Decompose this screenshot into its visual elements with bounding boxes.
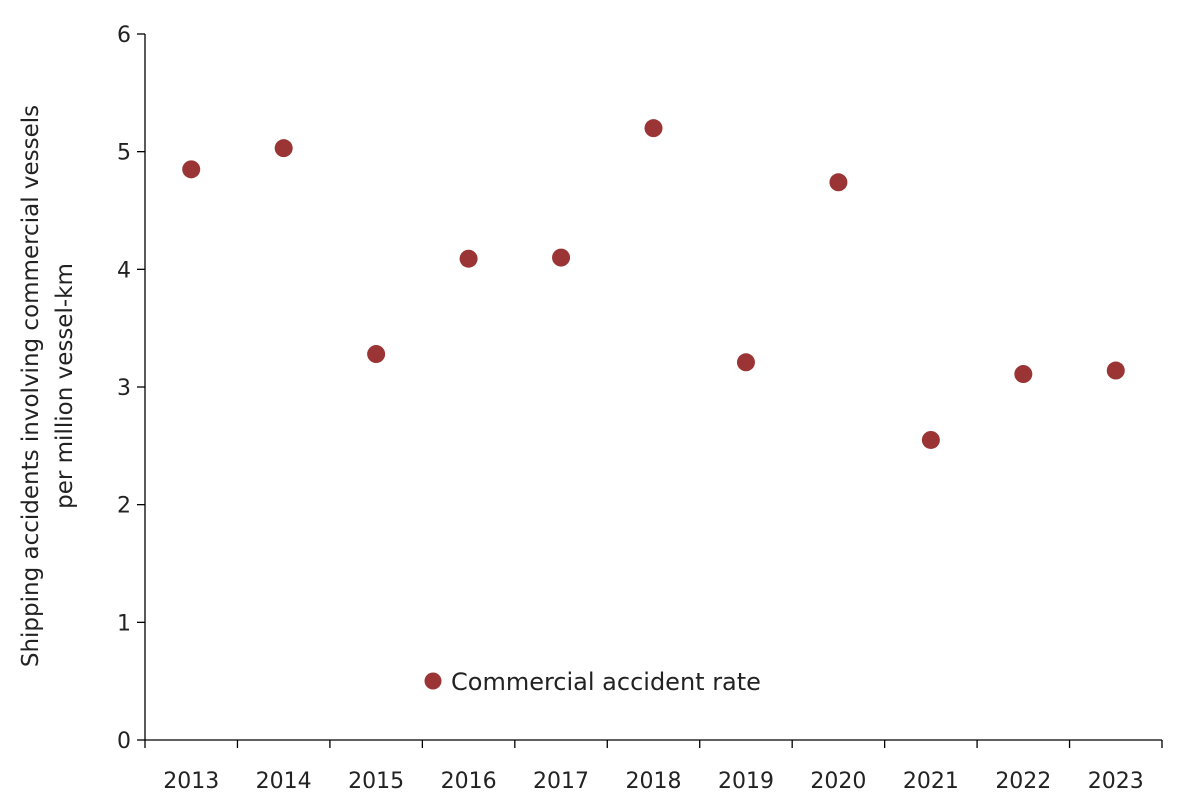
data-point — [829, 173, 848, 192]
x-ticks: 2013 2014 2015 2016 2017 2018 2019 2020 2021 2022… — [144, 740, 1163, 794]
axes — [144, 34, 1162, 741]
y-tick-label: 4 — [117, 258, 131, 283]
data-point — [367, 345, 386, 364]
x-tick-label: 2013 — [163, 769, 219, 794]
x-tick-label: 2022 — [995, 769, 1051, 794]
data-point — [552, 248, 571, 267]
x-tick-label: 2019 — [718, 769, 774, 794]
x-tick-label: 2014 — [256, 769, 312, 794]
y-ticks: 0 1 2 3 4 5 6 — [117, 23, 145, 754]
y-tick-label: 1 — [117, 611, 131, 636]
x-tick-label: 2021 — [903, 769, 959, 794]
y-tick-label: 3 — [117, 376, 131, 401]
y-tick-label: 6 — [117, 23, 131, 48]
data-point — [182, 160, 201, 179]
y-tick-label: 5 — [117, 141, 131, 166]
legend-marker — [424, 672, 442, 690]
y-tick-label: 2 — [117, 494, 131, 519]
data-points — [182, 119, 1125, 449]
data-point — [459, 249, 478, 268]
data-point — [644, 119, 663, 138]
x-tick-label: 2020 — [810, 769, 866, 794]
legend: Commercial accident rate — [424, 668, 761, 696]
data-point — [921, 430, 940, 449]
data-point — [736, 353, 755, 372]
x-tick-label: 2015 — [348, 769, 404, 794]
x-tick-label: 2017 — [533, 769, 589, 794]
y-tick-label: 0 — [117, 729, 131, 754]
x-tick-label: 2016 — [441, 769, 497, 794]
x-tick-label: 2023 — [1088, 769, 1144, 794]
data-point — [1106, 361, 1125, 380]
x-tick-label: 2018 — [626, 769, 682, 794]
y-axis-label-line-1: Shipping accidents involving commercial … — [18, 105, 44, 667]
data-point — [1014, 365, 1033, 384]
data-point — [274, 139, 293, 158]
legend-label: Commercial accident rate — [451, 668, 761, 696]
y-axis-label-line-2: per million vessel-km — [52, 263, 78, 509]
